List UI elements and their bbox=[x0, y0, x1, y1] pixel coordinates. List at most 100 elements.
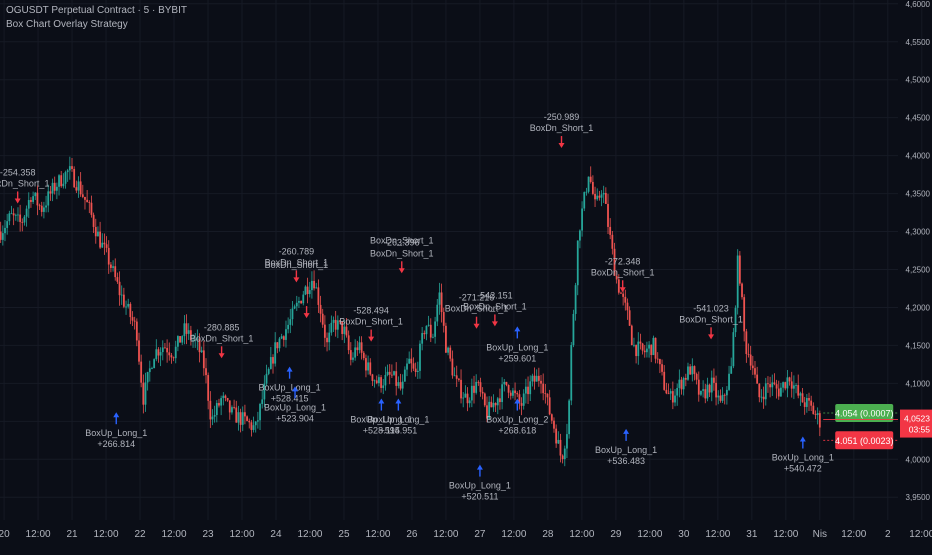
candle[interactable] bbox=[646, 348, 648, 353]
candle[interactable] bbox=[453, 375, 456, 377]
candle[interactable] bbox=[177, 336, 179, 347]
candle[interactable] bbox=[462, 397, 465, 399]
candle[interactable] bbox=[306, 286, 309, 295]
candle[interactable] bbox=[23, 216, 26, 223]
candle[interactable] bbox=[328, 332, 331, 343]
candle[interactable] bbox=[427, 324, 430, 326]
candle[interactable] bbox=[410, 358, 413, 364]
candle[interactable] bbox=[466, 393, 469, 404]
candle[interactable] bbox=[799, 393, 802, 396]
candle[interactable] bbox=[360, 342, 363, 353]
candle[interactable] bbox=[47, 191, 50, 206]
candle[interactable] bbox=[524, 386, 527, 394]
candle[interactable] bbox=[764, 383, 767, 400]
candle[interactable] bbox=[414, 368, 417, 373]
candle[interactable] bbox=[695, 373, 698, 380]
candle[interactable] bbox=[782, 382, 784, 388]
candle[interactable] bbox=[90, 202, 93, 215]
candle[interactable] bbox=[218, 403, 220, 406]
candle[interactable] bbox=[581, 208, 583, 231]
candle[interactable] bbox=[792, 385, 795, 389]
candle[interactable] bbox=[496, 398, 499, 406]
candle[interactable] bbox=[520, 403, 523, 406]
candle[interactable] bbox=[339, 320, 341, 322]
candle[interactable] bbox=[434, 321, 437, 337]
candle[interactable] bbox=[492, 402, 495, 408]
candle[interactable] bbox=[704, 389, 707, 399]
candle[interactable] bbox=[157, 349, 160, 356]
candle[interactable] bbox=[706, 384, 709, 399]
candle[interactable] bbox=[576, 240, 579, 286]
candle[interactable] bbox=[107, 247, 110, 265]
candle[interactable] bbox=[529, 381, 532, 395]
candle[interactable] bbox=[741, 283, 743, 298]
candle[interactable] bbox=[194, 339, 197, 341]
candle[interactable] bbox=[308, 290, 311, 295]
candle[interactable] bbox=[475, 381, 478, 393]
candle[interactable] bbox=[816, 413, 819, 415]
candle[interactable] bbox=[25, 208, 28, 217]
candle[interactable] bbox=[226, 397, 229, 401]
candle[interactable] bbox=[237, 412, 240, 423]
candle[interactable] bbox=[390, 374, 393, 376]
candle[interactable] bbox=[682, 377, 685, 390]
candle[interactable] bbox=[803, 402, 806, 407]
candle[interactable] bbox=[585, 191, 588, 193]
candle[interactable] bbox=[533, 375, 536, 382]
candle[interactable] bbox=[358, 342, 361, 351]
candle[interactable] bbox=[282, 336, 285, 340]
candle[interactable] bbox=[773, 382, 776, 385]
candle[interactable] bbox=[719, 395, 722, 401]
candle[interactable] bbox=[460, 379, 462, 399]
candle[interactable] bbox=[170, 355, 173, 358]
candle[interactable] bbox=[71, 166, 73, 169]
candle[interactable] bbox=[378, 377, 380, 384]
candle[interactable] bbox=[129, 303, 132, 318]
candle[interactable] bbox=[295, 302, 298, 307]
candle[interactable] bbox=[617, 279, 620, 293]
candle[interactable] bbox=[457, 378, 460, 380]
candle[interactable] bbox=[125, 306, 127, 308]
candle[interactable] bbox=[440, 292, 443, 313]
candle[interactable] bbox=[174, 346, 177, 359]
candle[interactable] bbox=[566, 434, 568, 449]
candle[interactable] bbox=[678, 379, 681, 388]
candle[interactable] bbox=[412, 363, 415, 369]
candle[interactable] bbox=[224, 395, 227, 398]
candle[interactable] bbox=[274, 342, 277, 364]
candle[interactable] bbox=[332, 319, 335, 323]
candle[interactable] bbox=[17, 214, 19, 216]
candle[interactable] bbox=[473, 385, 475, 393]
candle[interactable] bbox=[734, 307, 737, 333]
candle[interactable] bbox=[367, 362, 370, 371]
candle[interactable] bbox=[665, 389, 668, 394]
candle[interactable] bbox=[713, 377, 715, 383]
candle[interactable] bbox=[784, 382, 787, 389]
candle[interactable] bbox=[166, 347, 169, 353]
candle[interactable] bbox=[805, 397, 808, 407]
candle[interactable] bbox=[544, 393, 547, 394]
candle[interactable] bbox=[700, 390, 702, 395]
candle[interactable] bbox=[756, 374, 759, 384]
candle[interactable] bbox=[749, 354, 752, 366]
candle[interactable] bbox=[598, 195, 601, 198]
candle[interactable] bbox=[399, 382, 402, 389]
candle[interactable] bbox=[553, 420, 555, 429]
candle[interactable] bbox=[362, 352, 365, 359]
candle[interactable] bbox=[751, 365, 754, 369]
candle[interactable] bbox=[738, 255, 741, 284]
candle[interactable] bbox=[425, 325, 428, 335]
candle[interactable] bbox=[697, 379, 700, 395]
candle[interactable] bbox=[382, 385, 385, 388]
candle[interactable] bbox=[602, 192, 605, 195]
candle[interactable] bbox=[481, 391, 484, 394]
candle[interactable] bbox=[164, 347, 166, 349]
candle[interactable] bbox=[4, 227, 6, 234]
candle[interactable] bbox=[131, 317, 134, 321]
candle[interactable] bbox=[40, 205, 43, 212]
candle[interactable] bbox=[786, 377, 789, 389]
candle[interactable] bbox=[812, 405, 815, 415]
candle[interactable] bbox=[637, 341, 640, 357]
